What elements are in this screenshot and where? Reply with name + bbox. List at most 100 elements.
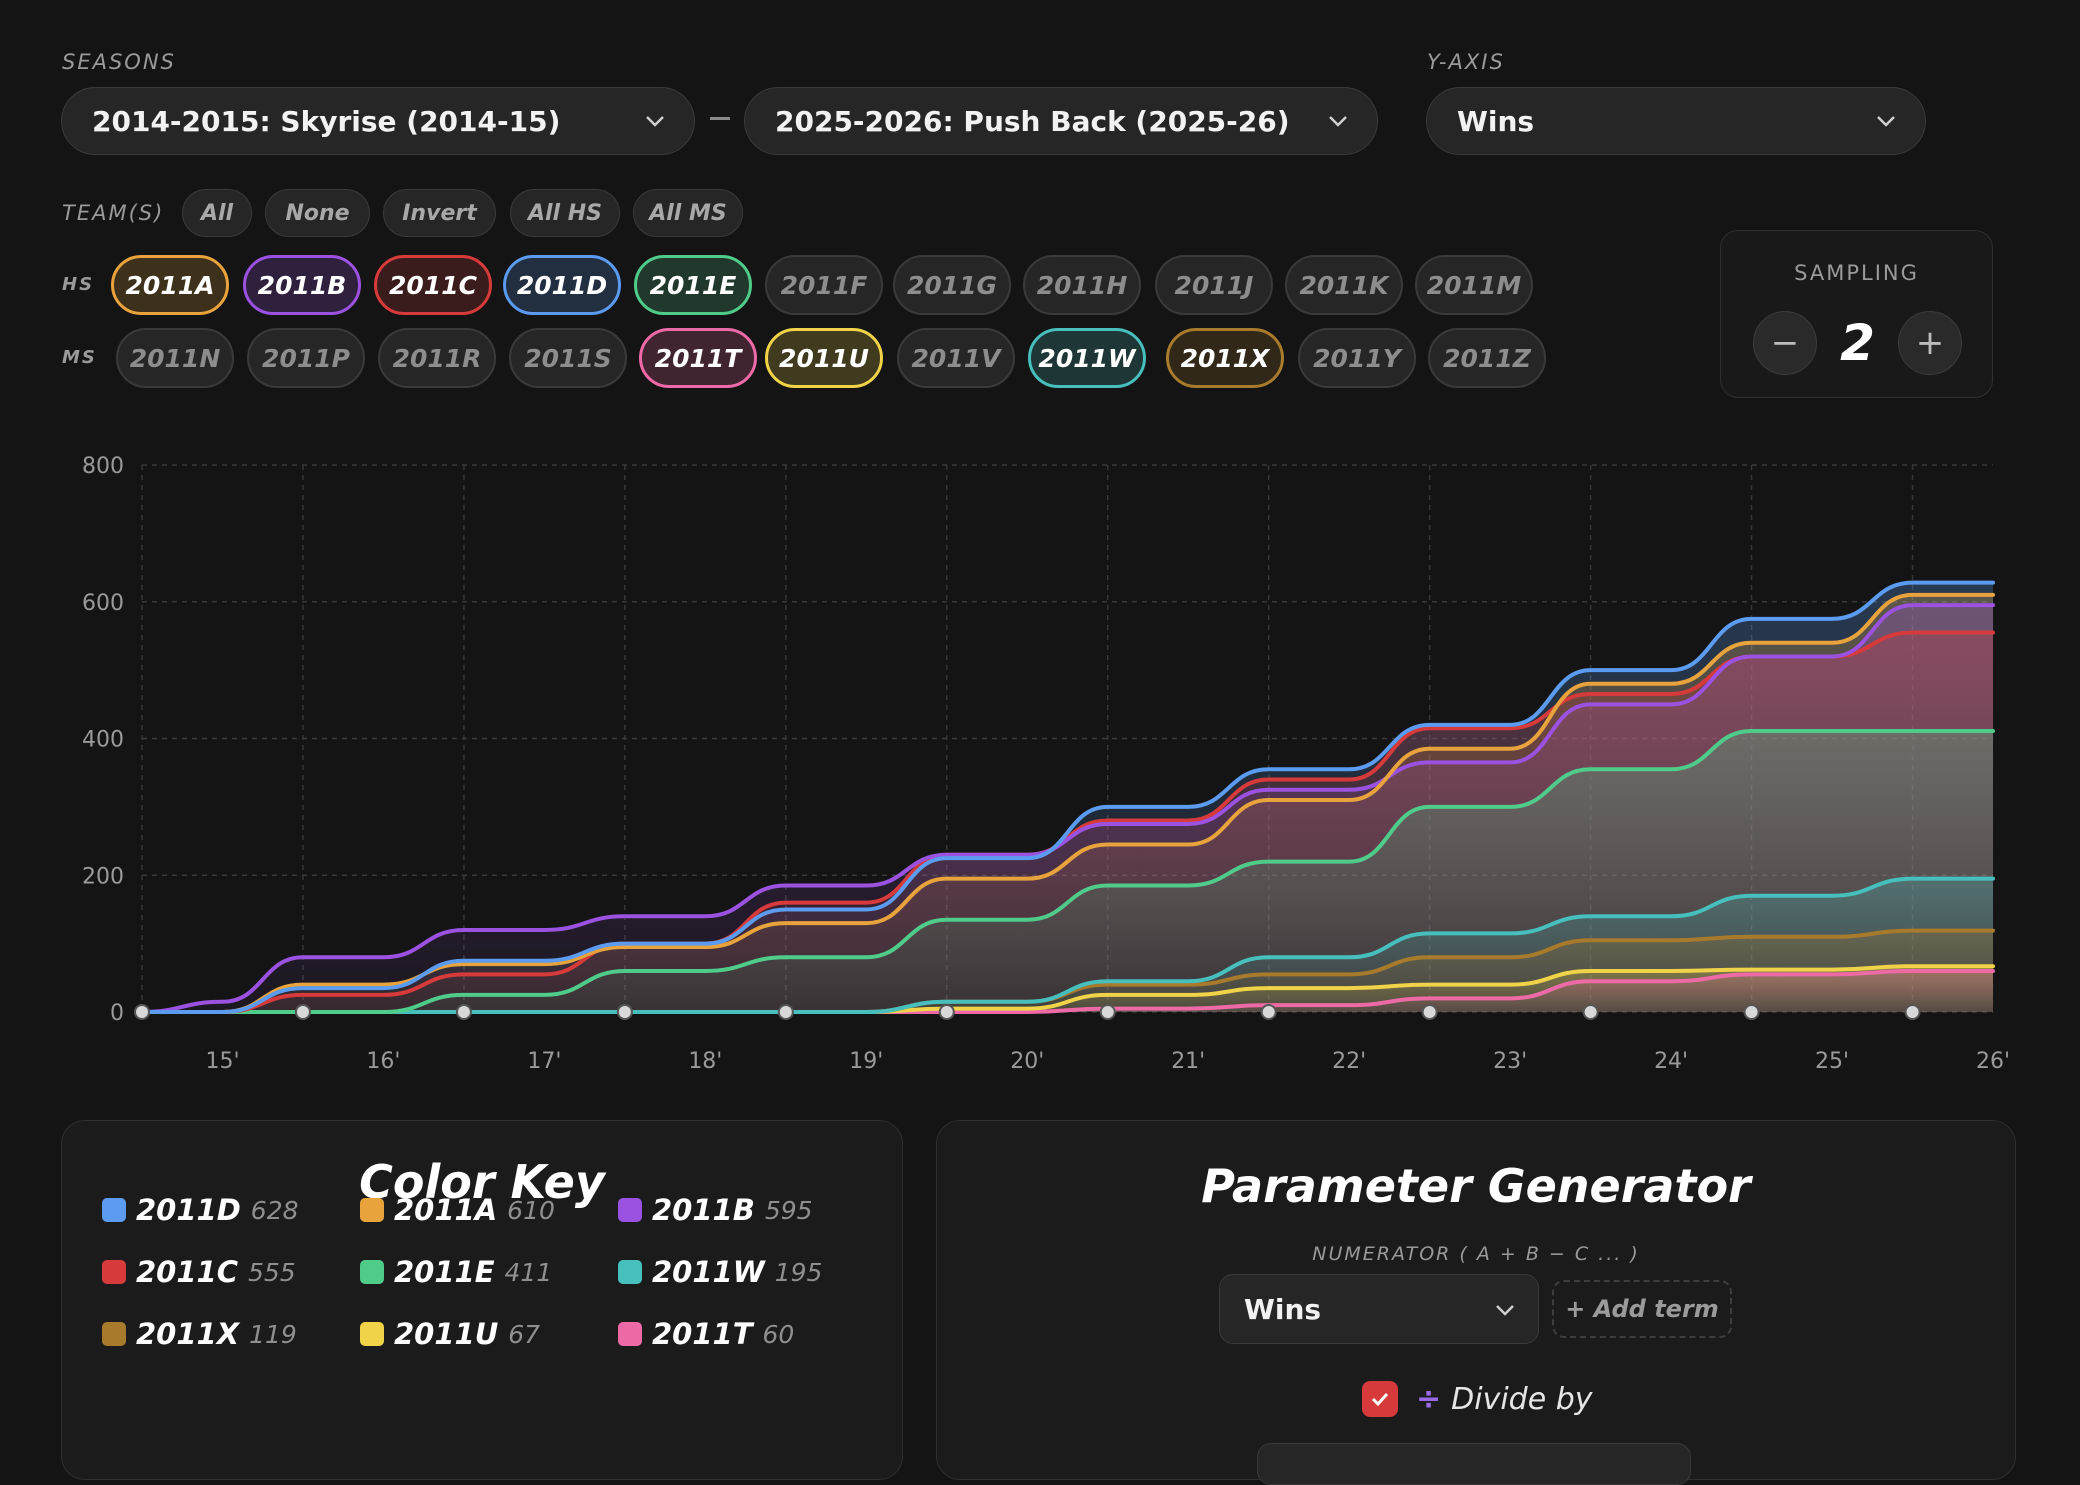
color-key-value: 119 <box>249 1319 297 1349</box>
parameter-generator-title: Parameter Generator <box>1201 1159 1751 1213</box>
sampling-label: SAMPLING <box>1794 261 1919 285</box>
wins-chart: 0 200 400 600 800 15' 16' 17' 18' 19' 20' 21' 22' 23'… <box>82 454 2010 1074</box>
x-tick-label: 17' <box>527 1049 561 1074</box>
team-filter-none-button[interactable]: None <box>265 189 370 237</box>
team-pill-2011h[interactable]: 2011H <box>1023 255 1141 315</box>
color-key-team: 2011U <box>394 1317 499 1351</box>
team-pill-2011n[interactable]: 2011N <box>116 328 234 388</box>
y-tick-label: 0 <box>110 1001 124 1026</box>
yaxis-label: Y-AXIS <box>1427 50 1505 74</box>
color-key-value: 67 <box>508 1319 541 1349</box>
x-tick-label: 21' <box>1171 1049 1205 1074</box>
x-tick-label: 24' <box>1654 1049 1688 1074</box>
color-key-value: 411 <box>504 1257 553 1287</box>
team-pill-2011j[interactable]: 2011J <box>1155 255 1273 315</box>
season-end-value: 2025-2026: Push Back (2025-26) <box>775 104 1290 138</box>
team-filter-all-button[interactable]: All <box>182 189 252 237</box>
season-end-select[interactable]: 2025-2026: Push Back (2025-26) <box>744 87 1378 155</box>
sampling-increment-button[interactable]: + <box>1898 311 1962 375</box>
color-key-team: 2011C <box>136 1255 238 1289</box>
numerator-select[interactable]: Wins <box>1219 1274 1539 1344</box>
team-pill-2011a[interactable]: 2011A <box>111 255 229 315</box>
chevron-down-icon <box>646 116 664 127</box>
x-tick-label: 23' <box>1493 1049 1527 1074</box>
denominator-select[interactable] <box>1257 1443 1691 1485</box>
season-marker <box>1421 1004 1438 1020</box>
chevron-down-icon <box>1877 116 1895 127</box>
team-pill-2011p[interactable]: 2011P <box>247 328 365 388</box>
color-key-team: 2011A <box>394 1193 498 1227</box>
color-key-value: 610 <box>507 1195 555 1225</box>
season-marker <box>134 1004 150 1020</box>
ms-row-label: MS <box>62 347 97 368</box>
season-start-value: 2014-2015: Skyrise (2014-15) <box>92 104 561 138</box>
series-line-2011e <box>140 728 1995 1015</box>
team-pill-2011d[interactable]: 2011D <box>503 255 621 315</box>
hs-row-label: HS <box>62 274 95 295</box>
yaxis-select[interactable]: Wins <box>1426 87 1926 155</box>
color-key-item-2011a: 2011A 610 <box>360 1193 555 1227</box>
color-key-item-2011x: 2011X 119 <box>102 1317 297 1351</box>
color-key-card: Color Key 2011D 628 2011A 610 2011B 595 2011C 5… <box>61 1120 903 1480</box>
season-marker <box>1904 1004 1921 1020</box>
team-filter-invert-button[interactable]: Invert <box>383 189 496 237</box>
team-filter-all-hs-button[interactable]: All HS <box>510 189 620 237</box>
sampling-decrement-button[interactable]: − <box>1753 311 1817 375</box>
color-key-team: 2011D <box>136 1193 241 1227</box>
team-pill-2011f[interactable]: 2011F <box>765 255 883 315</box>
color-key-value: 628 <box>250 1195 299 1225</box>
color-key-item-2011t: 2011T 60 <box>618 1317 794 1351</box>
color-swatch <box>360 1260 384 1284</box>
season-marker <box>1582 1004 1599 1020</box>
team-pill-2011w[interactable]: 2011W <box>1028 328 1146 388</box>
x-tick-label: 18' <box>688 1049 722 1074</box>
divide-by-label: Divide by <box>1451 1381 1593 1417</box>
series-line-2011d <box>140 580 1995 1015</box>
season-start-select[interactable]: 2014-2015: Skyrise (2014-15) <box>61 87 695 155</box>
y-tick-label: 800 <box>82 454 124 479</box>
chevron-down-icon <box>1329 116 1347 127</box>
color-key-title: Color Key <box>359 1155 605 1209</box>
team-pill-2011x[interactable]: 2011X <box>1166 328 1284 388</box>
color-key-value: 195 <box>774 1257 823 1287</box>
sampling-panel: SAMPLING − 2 + <box>1720 230 1993 398</box>
team-filter-all-ms-button[interactable]: All MS <box>633 189 743 237</box>
color-key-value: 60 <box>762 1319 795 1349</box>
divide-by-row: ÷ Divide by <box>1362 1381 1593 1417</box>
season-marker <box>455 1004 472 1020</box>
team-pill-2011e[interactable]: 2011E <box>634 255 752 315</box>
team-pill-2011k[interactable]: 2011K <box>1285 255 1403 315</box>
color-swatch <box>360 1198 384 1222</box>
color-key-value: 555 <box>248 1257 296 1287</box>
divide-by-checkbox[interactable] <box>1362 1381 1398 1417</box>
y-tick-label: 200 <box>82 864 124 889</box>
team-pill-2011u[interactable]: 2011U <box>765 328 883 388</box>
add-term-button[interactable]: + Add term <box>1552 1280 1732 1338</box>
team-pill-2011g[interactable]: 2011G <box>893 255 1011 315</box>
checkmark-icon <box>1371 1392 1389 1407</box>
team-pill-2011t[interactable]: 2011T <box>639 328 757 388</box>
numerator-value: Wins <box>1244 1292 1322 1326</box>
color-key-team: 2011B <box>652 1193 755 1227</box>
team-pill-2011y[interactable]: 2011Y <box>1298 328 1416 388</box>
team-pill-2011s[interactable]: 2011S <box>509 328 627 388</box>
teams-label: TEAM(S) <box>62 201 165 225</box>
chevron-down-icon <box>1496 1305 1514 1316</box>
color-key-item-2011c: 2011C 555 <box>102 1255 296 1289</box>
numerator-label: NUMERATOR ( A + B − C ... ) <box>1312 1243 1640 1265</box>
color-swatch <box>618 1322 642 1346</box>
y-tick-label: 400 <box>82 728 124 753</box>
team-pill-2011z[interactable]: 2011Z <box>1428 328 1546 388</box>
team-pill-2011v[interactable]: 2011V <box>897 328 1015 388</box>
team-pill-2011b[interactable]: 2011B <box>243 255 361 315</box>
y-tick-label: 600 <box>82 591 124 616</box>
color-key-item-2011d: 2011D 628 <box>102 1193 299 1227</box>
team-pill-2011c[interactable]: 2011C <box>374 255 492 315</box>
season-marker <box>938 1004 955 1020</box>
color-swatch <box>618 1198 642 1222</box>
team-pill-2011r[interactable]: 2011R <box>378 328 496 388</box>
x-tick-label: 26' <box>1976 1049 2010 1074</box>
season-marker <box>1743 1004 1760 1020</box>
parameter-generator-card: Parameter Generator NUMERATOR ( A + B − … <box>936 1120 2016 1485</box>
team-pill-2011m[interactable]: 2011M <box>1415 255 1533 315</box>
